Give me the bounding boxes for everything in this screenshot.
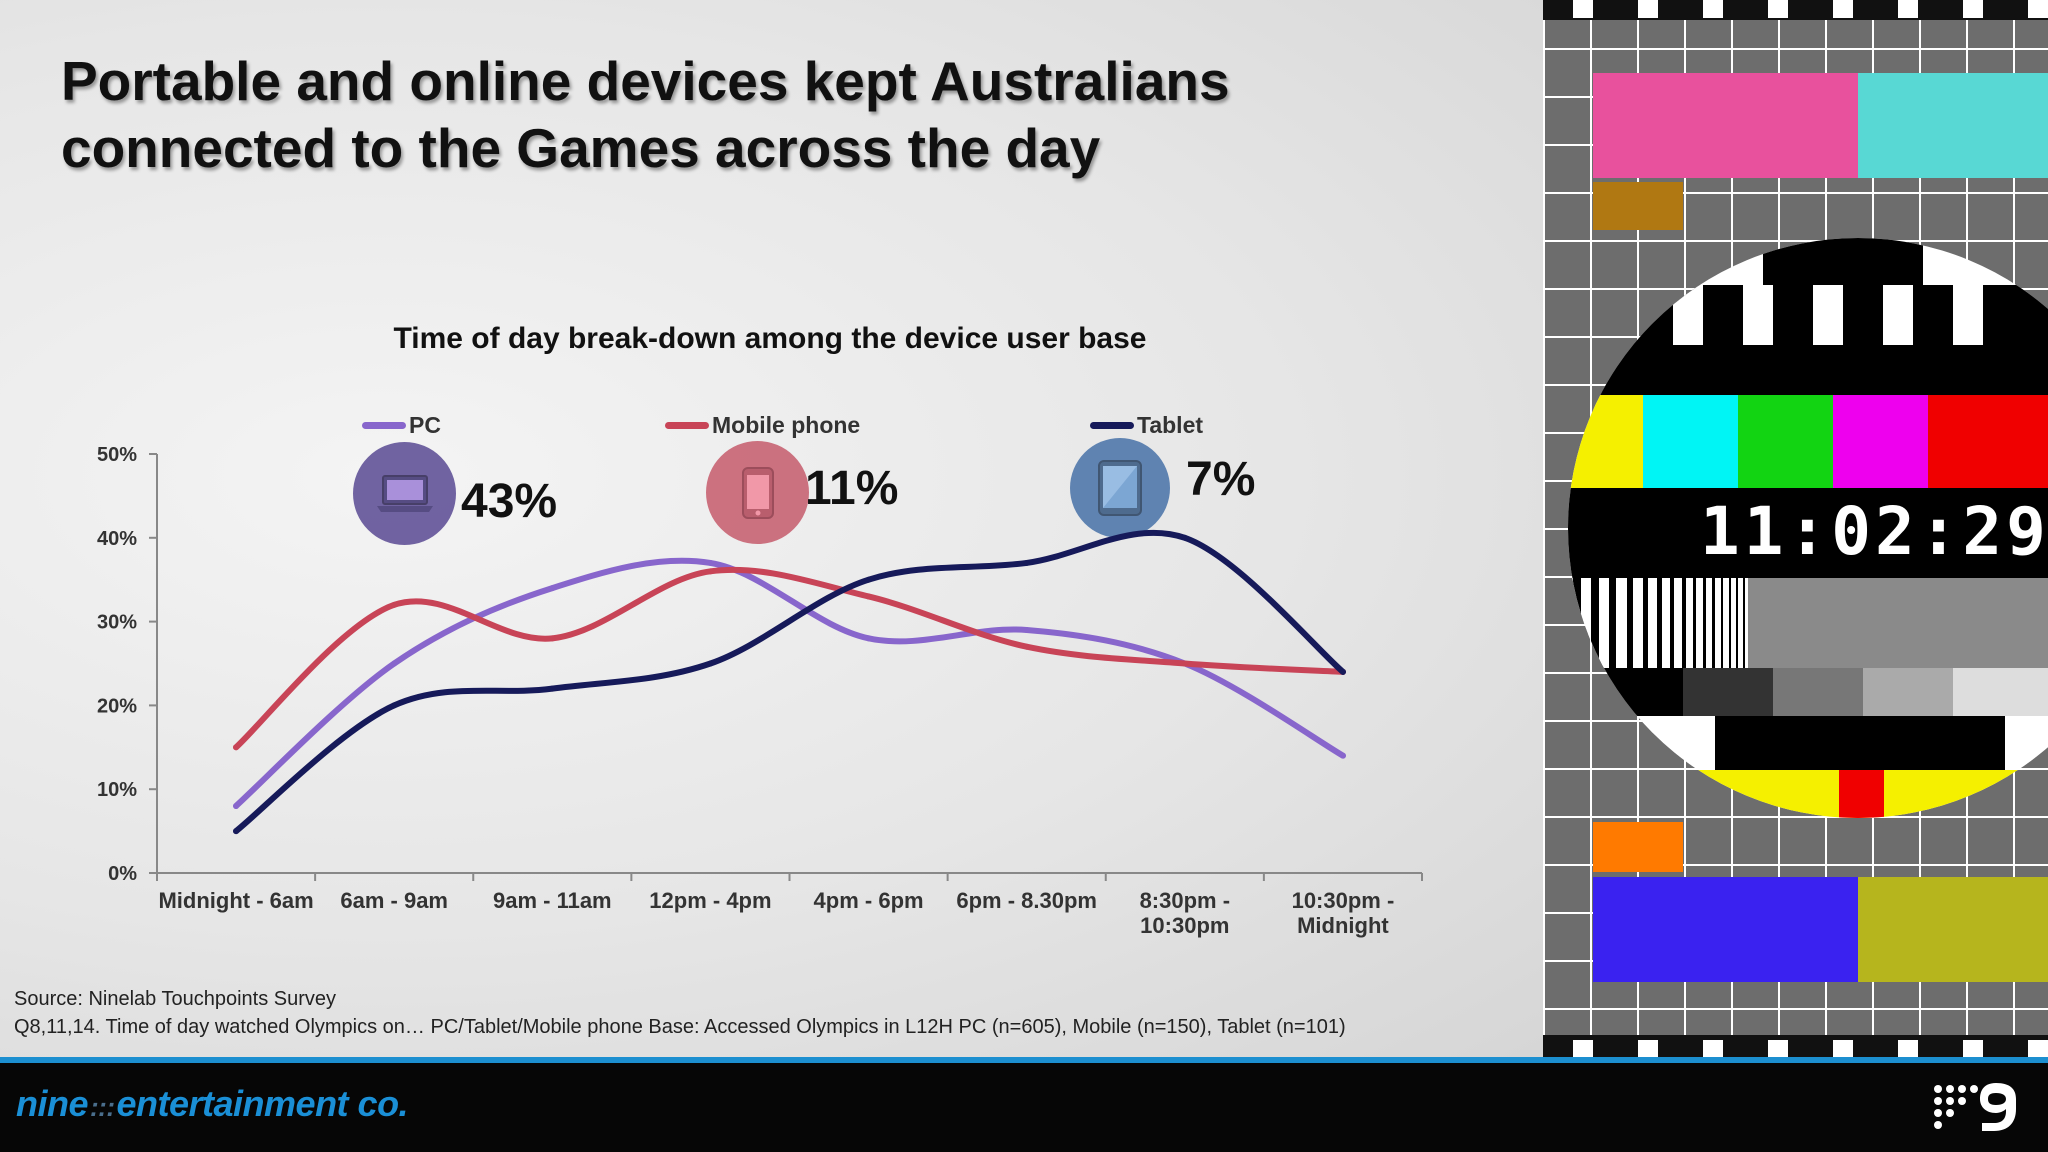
test-card-image (1543, 0, 2048, 1057)
data-point-mobile-phone (865, 593, 872, 600)
x-tick-label: 6am - 9am (340, 888, 448, 913)
x-tick-label-line: Midnight - 6am (158, 888, 313, 913)
data-point-tablet (233, 828, 240, 835)
x-tick-label: Midnight - 6am (158, 888, 313, 913)
x-tick-label-line: 6am - 9am (340, 888, 448, 913)
data-point-pc (1023, 626, 1030, 633)
data-point-pc (707, 559, 714, 566)
legend-swatch-tablet (1090, 421, 1134, 429)
y-tick-label: 40% (97, 528, 137, 550)
source-note: Source: Ninelab Touchpoints Survey (14, 988, 337, 1010)
x-tick-label: 6pm - 8.30pm (956, 888, 1097, 913)
series-line-tablet (233, 529, 1346, 835)
data-point-pc (865, 635, 872, 642)
data-point-tablet (1181, 534, 1188, 541)
y-tick-label: 10% (97, 779, 137, 801)
x-tick-label-line: 9am - 11am (493, 888, 612, 913)
laptop-icon (376, 474, 433, 512)
data-point-tablet (865, 576, 872, 583)
series-lines (233, 529, 1346, 835)
data-point-tablet (549, 685, 556, 692)
base-note: Q8,11,14. Time of day watched Olympics o… (14, 1016, 1346, 1038)
brand-dots: ::: (90, 1092, 115, 1122)
tablet-device-badge (1070, 438, 1170, 538)
nine-entertainment-brand: nine:::entertainment co. (16, 1083, 409, 1125)
data-point-mobile-phone (391, 601, 398, 608)
x-axis: Midnight - 6am 6am - 9am 9am - 11am 12pm - … (156, 872, 1423, 938)
x-tick-label-line: 10:30pm - (1292, 888, 1395, 913)
x-tick-label-line: 4pm - 6pm (814, 888, 924, 913)
chart-title: Time of day break-down among the device … (393, 322, 1147, 355)
data-point-mobile-phone (1023, 643, 1030, 650)
smartphone-icon (741, 466, 774, 519)
x-tick-label-line: Midnight (1297, 913, 1389, 938)
legend-label-mobile: Mobile phone (712, 411, 861, 438)
legend-swatch-pc (362, 421, 406, 429)
data-point-mobile-phone (233, 744, 240, 751)
y-tick-label: 20% (97, 695, 137, 717)
data-point-tablet (1023, 559, 1030, 566)
data-point-pc (1339, 752, 1346, 759)
legend-label-pc: PC (409, 411, 441, 438)
mobile-share-value: 11% (805, 462, 899, 515)
x-tick-label: 10:30pm -Midnight (1292, 888, 1395, 938)
x-tick-label: 9am - 11am (493, 888, 612, 913)
footer-bar (0, 1063, 2048, 1152)
x-tick-label-line: 12pm - 4pm (649, 888, 771, 913)
pc-share-value: 43% (461, 475, 558, 528)
y-tick-label: 50% (97, 444, 137, 466)
y-axis: 0% 10% 20% 30% 40% 50% (97, 444, 158, 885)
data-point-pc (391, 660, 398, 667)
tv-test-pattern (1543, 0, 2048, 1057)
x-tick-label-line: 6pm - 8.30pm (956, 888, 1097, 913)
footer-accent-line (0, 1057, 2048, 1063)
mobile-device-badge (706, 441, 809, 544)
legend-item-pc: PC (362, 410, 441, 440)
test-card-clock: 11:02:29 (1700, 493, 2048, 570)
legend-item-tablet: Tablet (1090, 410, 1203, 440)
brand-word-nine: nine (16, 1083, 89, 1124)
nine-network-logo (1934, 1083, 2016, 1131)
data-point-tablet (1339, 668, 1346, 675)
pc-device-badge (353, 442, 456, 545)
tablet-share-value: 7% (1186, 453, 1256, 506)
slide-headline: Portable and online devices kept Austral… (61, 50, 1230, 179)
x-tick-label: 12pm - 4pm (649, 888, 771, 913)
series-line-pc (233, 557, 1346, 809)
line-chart: 0% 10% 20% 30% 40% 50% Midnight - 6am 6am - 9a… (97, 444, 1423, 938)
y-tick-label: 0% (108, 863, 137, 885)
x-tick-label-line: 8:30pm - (1140, 888, 1230, 913)
data-point-tablet (707, 660, 714, 667)
x-tick-label-line: 10:30pm (1140, 913, 1229, 938)
legend-label-tablet: Tablet (1137, 411, 1204, 438)
x-tick-label: 8:30pm -10:30pm (1140, 888, 1230, 938)
y-tick-label: 30% (97, 612, 137, 634)
legend-item-mobile: Mobile phone (665, 410, 860, 440)
data-point-pc (233, 802, 240, 809)
data-point-mobile-phone (707, 568, 714, 575)
data-point-mobile-phone (1181, 660, 1188, 667)
data-point-mobile-phone (549, 635, 556, 642)
tablet-icon (1098, 460, 1142, 516)
legend-swatch-mobile (665, 421, 709, 429)
data-point-tablet (391, 702, 398, 709)
brand-word-entertainment: entertainment co. (116, 1083, 409, 1124)
x-tick-label: 4pm - 6pm (814, 888, 924, 913)
data-point-pc (549, 585, 556, 592)
